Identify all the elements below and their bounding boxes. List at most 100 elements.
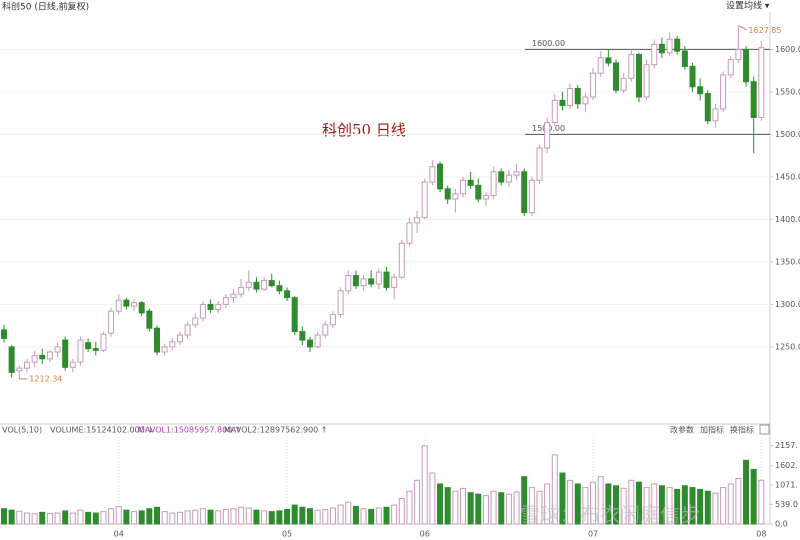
candle-body — [513, 171, 520, 176]
volume-bar — [329, 507, 336, 525]
candle-body — [39, 354, 46, 360]
candle-body — [437, 163, 444, 190]
watermark: 雪球：布衣闲庭信步 — [520, 503, 700, 527]
header-title: 科创50 (日线,前复权) — [2, 1, 89, 13]
volume-bar — [429, 472, 436, 525]
volume-bar — [651, 483, 658, 525]
candle-body — [322, 324, 329, 336]
candle-body — [154, 327, 160, 353]
candle-body — [192, 317, 199, 326]
candle-body — [54, 346, 61, 353]
candle-body — [360, 278, 367, 287]
candle-body — [276, 285, 283, 292]
y-tick-label: 1350.00 — [775, 257, 800, 266]
vol-mavol1: MAVOL1:15085957.800 ↑ — [138, 426, 242, 435]
candle-body — [375, 271, 382, 285]
candle-body — [681, 50, 688, 67]
candle-body — [505, 174, 512, 183]
candle-body — [482, 195, 489, 200]
x-tick-label: 04 — [114, 530, 124, 539]
volume-bar — [123, 509, 130, 525]
volume-bar — [590, 481, 597, 525]
close-button[interactable] — [759, 424, 770, 435]
candle-body — [551, 99, 558, 124]
candle-body — [77, 339, 84, 363]
candle-body — [253, 281, 260, 290]
candle-body — [735, 48, 742, 61]
candle-body — [207, 303, 214, 310]
candle-body — [337, 290, 344, 316]
reference-label: 1600.00 — [532, 39, 565, 48]
candle-body — [123, 299, 130, 307]
candle-body — [658, 43, 665, 54]
volume-bar — [613, 485, 619, 525]
volume-bar — [307, 508, 313, 525]
vol-tick-label: 0.0 — [775, 520, 788, 529]
y-tick-label: 1250.00 — [775, 342, 800, 351]
candle-body — [414, 217, 421, 224]
candle-body — [1, 329, 7, 339]
vol-tick-label: 1602. — [775, 461, 798, 470]
volume-bar — [635, 481, 642, 525]
candle-body — [720, 74, 727, 110]
volume-bar — [743, 459, 750, 525]
volume-bar — [375, 507, 382, 525]
candle-body — [628, 54, 635, 79]
button[interactable]: 换指标 — [730, 425, 754, 435]
vol-tick-label: 1071. — [775, 481, 798, 490]
volume-bar — [452, 490, 459, 525]
volume-bar — [8, 509, 15, 525]
volume-bar — [605, 483, 612, 525]
button[interactable]: 加指标 — [700, 425, 724, 435]
volume-bar — [337, 504, 344, 525]
volume-bar — [261, 510, 268, 525]
volume-bar — [314, 509, 321, 525]
candle-body — [743, 48, 750, 83]
volume-bar — [559, 472, 566, 525]
candle-body — [299, 331, 306, 341]
vol-tick-label: 2157. — [775, 441, 798, 450]
candle-body — [261, 280, 268, 290]
candle-body — [46, 351, 53, 360]
candle-body — [460, 179, 466, 195]
volume-bar — [658, 485, 665, 525]
volume-bar — [528, 487, 535, 525]
volume-bar — [460, 487, 466, 525]
volume-bar — [444, 487, 451, 525]
candle-body — [697, 86, 704, 95]
volume-bar — [16, 510, 23, 525]
candle-body — [421, 181, 428, 219]
candle-body — [582, 96, 589, 105]
volume-bar — [421, 445, 428, 525]
volume-bar — [268, 511, 275, 525]
volume-bar — [551, 454, 558, 525]
volume-bar — [536, 490, 543, 525]
candle-body — [536, 147, 543, 181]
volume-bar — [414, 479, 421, 525]
volume-bar — [574, 483, 581, 525]
candle-body — [329, 314, 336, 326]
button[interactable]: 改参数 — [670, 425, 694, 435]
volume-bar — [131, 511, 138, 525]
candle-body — [452, 193, 459, 200]
volume-bar — [54, 512, 61, 525]
volume-bar — [284, 508, 291, 525]
ma-button[interactable]: 设置均线 ▾ — [726, 0, 770, 12]
volume-bar — [39, 511, 46, 525]
candle-body — [467, 179, 474, 186]
volume-bar — [146, 508, 153, 525]
candle-body — [215, 303, 222, 310]
volume-bar — [322, 508, 329, 525]
candle-body — [8, 346, 15, 373]
volume-bar — [299, 506, 306, 525]
candle-body — [383, 271, 390, 288]
volume-bar — [253, 509, 260, 525]
candle-body — [613, 62, 619, 91]
volume-bar — [192, 509, 199, 525]
y-tick-label: 1450.00 — [775, 172, 800, 181]
volume-bar — [276, 510, 283, 525]
candle-body — [138, 302, 145, 314]
volume-bar — [245, 507, 252, 525]
candle-body — [92, 348, 99, 351]
